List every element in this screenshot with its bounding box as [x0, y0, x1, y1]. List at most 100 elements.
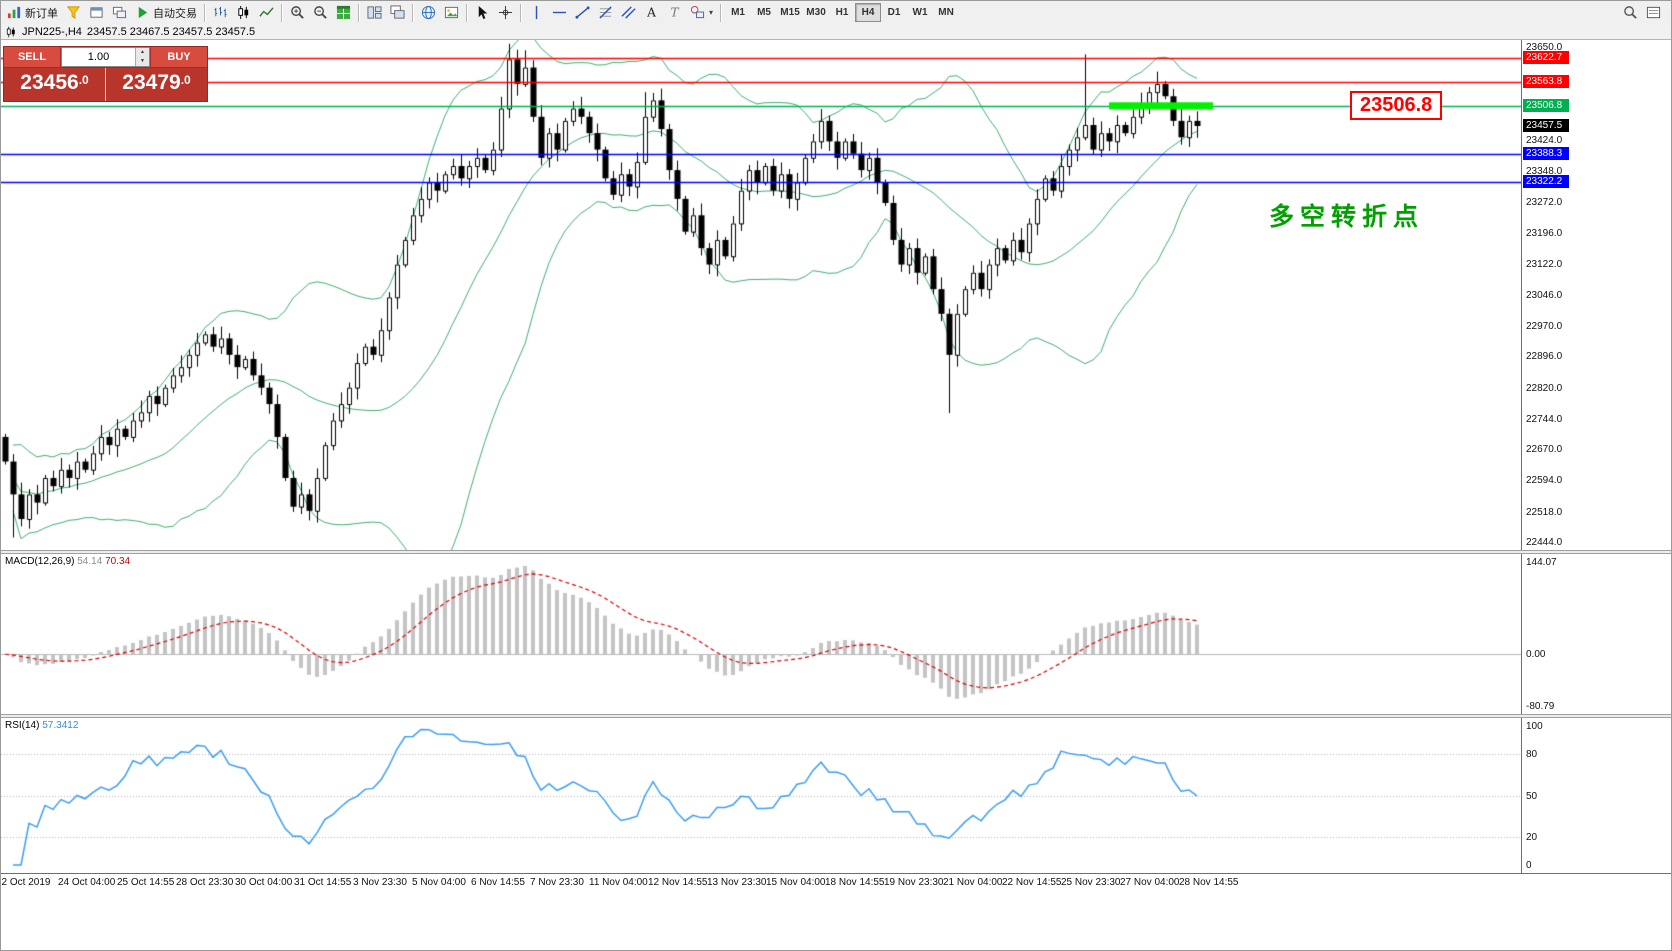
macd-indicator-label: MACD(12,26,9) 54.14 70.34	[5, 556, 130, 567]
panel-splitter-macd[interactable]	[1, 550, 1671, 554]
price-tick-label: 23424.0	[1526, 134, 1563, 146]
timeframe-m5[interactable]: M5	[751, 3, 777, 22]
crosshair-button[interactable]	[494, 3, 517, 23]
volume-down-icon[interactable]: ▼	[136, 57, 149, 66]
price-tick-label: 23348.0	[1526, 165, 1563, 177]
sell-button[interactable]: SELL	[4, 47, 61, 67]
profile-window-button[interactable]	[85, 3, 108, 23]
zoom-in-button[interactable]	[286, 3, 309, 23]
new-chart-button[interactable]	[440, 3, 463, 23]
tile-icon	[367, 5, 382, 20]
window-list-button[interactable]	[1642, 3, 1665, 23]
cascade-icon	[390, 5, 405, 20]
panel-splitter-rsi[interactable]	[1, 714, 1671, 718]
time-axis-label: 28 Nov 14:55	[1179, 877, 1239, 888]
toolbar-separator	[412, 3, 414, 22]
chart-title-bar: JPN225-,H4 23457.5 23467.5 23457.5 23457…	[1, 24, 1671, 40]
price-tick-label: 23196.0	[1526, 228, 1563, 240]
zoom-out-button[interactable]	[309, 3, 332, 23]
time-axis-label: 13 Nov 23:30	[707, 877, 767, 888]
price-tick-label: 22744.0	[1526, 413, 1563, 425]
price-chart-canvas[interactable]	[1, 40, 1521, 550]
volume-up-icon[interactable]: ▲	[136, 48, 149, 57]
macd-panel[interactable]: MACD(12,26,9) 54.14 70.34	[1, 554, 1521, 714]
line-chart-icon	[259, 5, 274, 20]
time-axis-label: 3 Nov 23:30	[353, 877, 407, 888]
volume-stepper[interactable]: ▲ ▼	[135, 48, 149, 66]
rsi-axis-label: 0	[1526, 860, 1532, 871]
time-axis-label: 5 Nov 04:00	[412, 877, 466, 888]
rsi-axis-label: 20	[1526, 832, 1538, 844]
channel-button[interactable]	[617, 3, 640, 23]
rsi-panel[interactable]: RSI(14) 57.3412	[1, 718, 1521, 873]
macd-signal-value: 70.34	[105, 556, 131, 567]
buy-price-main: 23479	[122, 71, 181, 94]
bar-chart-button[interactable]	[209, 3, 232, 23]
search-button[interactable]	[1619, 3, 1642, 23]
line-chart-button[interactable]	[255, 3, 278, 23]
time-axis[interactable]: 22 Oct 2019 24 Oct 04:00 25 Oct 14:55 28 Oc…	[1, 873, 1671, 892]
timeframe-h4[interactable]: H4	[855, 3, 882, 22]
price-level-badge: 23563.8	[1523, 75, 1569, 89]
volume-field[interactable]: 1.00 ▲ ▼	[61, 47, 150, 67]
main-chart-panel[interactable]: SELL 1.00 ▲ ▼ BUY 23456.0 23479.0 23506.8…	[1, 40, 1521, 550]
sell-price[interactable]: 23456.0	[4, 68, 106, 101]
timeframe-mn[interactable]: MN	[933, 3, 959, 22]
price-tick-label: 22970.0	[1526, 321, 1563, 333]
charts-filter-button[interactable]	[62, 3, 85, 23]
play-icon	[135, 5, 150, 20]
toolbar-separator	[281, 3, 283, 22]
candlestick-chart-button[interactable]	[232, 3, 255, 23]
crosshair-icon	[498, 5, 513, 20]
timeframe-h1[interactable]: H1	[829, 3, 855, 22]
window-icon	[89, 5, 104, 20]
time-axis-label: 21 Nov 04:00	[943, 877, 1003, 888]
fibonacci-button[interactable]	[594, 3, 617, 23]
price-level-badge: 23506.8	[1523, 98, 1569, 112]
vertical-line-button[interactable]	[525, 3, 548, 23]
macd-canvas[interactable]	[1, 554, 1521, 714]
cursor-button[interactable]	[471, 3, 494, 23]
time-axis-label: 25 Oct 14:55	[117, 877, 175, 888]
timeframe-m30[interactable]: M30	[803, 3, 829, 22]
rsi-canvas[interactable]	[1, 718, 1521, 873]
new-order-button-label: 新订单	[25, 7, 58, 20]
new-order-button[interactable]: 新订单	[3, 3, 62, 23]
macd-main-value: 54.14	[77, 556, 103, 567]
toolbar: 新订单 自动交易 A T ▾ M1 M5 M15 M30 H1 H4 D1 W1 MN	[1, 1, 1671, 25]
trendline-button[interactable]	[571, 3, 594, 23]
cascade-windows-button[interactable]	[386, 3, 409, 23]
text-button[interactable]: A	[640, 3, 663, 23]
price-tick-label: 22594.0	[1526, 475, 1563, 487]
shapes-button[interactable]: ▾	[686, 3, 717, 23]
chart-ohlc-values: 23457.5 23467.5 23457.5 23457.5	[86, 25, 256, 38]
price-tick-label: 23046.0	[1526, 289, 1563, 301]
timeframe-m1[interactable]: M1	[725, 3, 751, 22]
rsi-axis-label: 50	[1526, 790, 1538, 802]
arrange-windows-button[interactable]	[363, 3, 386, 23]
buy-button[interactable]: BUY	[150, 47, 207, 67]
timeframe-m15[interactable]: M15	[777, 3, 803, 22]
price-tick-label: 22444.0	[1526, 537, 1563, 548]
label-button[interactable]: T	[663, 3, 686, 23]
shapes-icon	[690, 5, 705, 20]
toolbar-left-group: 新订单 自动交易 A T ▾ M1 M5 M15 M30 H1 H4 D1 W1 MN	[1, 1, 959, 24]
horizontal-line-button[interactable]	[548, 3, 571, 23]
symbols-button[interactable]	[417, 3, 440, 23]
bottom-filler	[1, 891, 1671, 950]
terminal-window-button[interactable]	[108, 3, 131, 23]
windows2-icon	[112, 5, 127, 20]
buy-price[interactable]: 23479.0	[106, 68, 207, 101]
zoom-out-icon	[313, 5, 328, 20]
timeframe-d1[interactable]: D1	[881, 3, 907, 22]
volume-value[interactable]: 1.00	[87, 51, 110, 63]
price-axis[interactable]: 23650.0 23424.0 23348.0 23272.0 23196.0 23122…	[1521, 40, 1671, 873]
zoom-in-icon	[290, 5, 305, 20]
rsi-indicator-label: RSI(14) 57.3412	[5, 720, 78, 731]
autotrading-button[interactable]: 自动交易	[131, 3, 201, 23]
toolbar-separator	[720, 3, 723, 22]
time-axis-label: 24 Oct 04:00	[58, 877, 116, 888]
tile-windows-button[interactable]	[332, 3, 355, 23]
timeframe-w1[interactable]: W1	[907, 3, 933, 22]
toolbar-separator	[358, 3, 360, 22]
